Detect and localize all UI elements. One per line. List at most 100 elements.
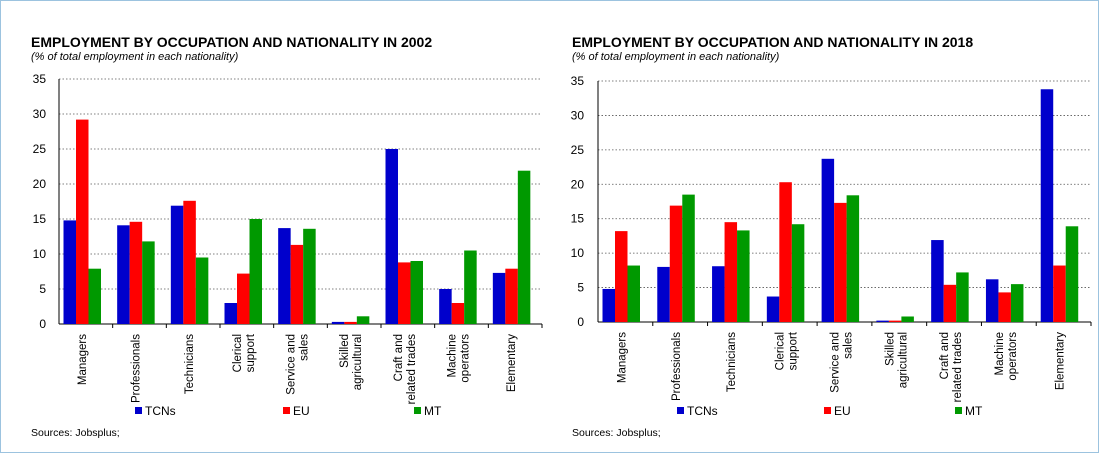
legend-label-eu: EU [293, 404, 310, 418]
y-tick-label: 15 [33, 212, 47, 226]
bar-mt-machine-operators [1010, 284, 1024, 322]
bar-eu-technicians [183, 200, 196, 324]
bar-mt-elementary [1065, 226, 1079, 322]
legend-swatch-eu [283, 407, 290, 414]
bar-mt-skilled-agricultural [901, 316, 914, 322]
y-tick-label: 0 [39, 317, 46, 331]
bar-eu-elementary [1053, 265, 1066, 322]
bar-eu-skilled-agricultural [888, 320, 902, 322]
bar-eu-service-and-sales [290, 244, 304, 324]
x-tick-label: Clericalsupport [775, 331, 800, 370]
bar-eu-professionals [669, 205, 683, 322]
bar-tcns-skilled-agricultural [331, 321, 345, 324]
bar-mt-managers [88, 268, 101, 324]
bar-tcns-service-and-sales [821, 158, 835, 322]
bar-eu-clerical-support [779, 182, 792, 322]
bar-chart-2002: 0 5 10 15 20 25 30 35 Managers Professionals Techn… [33, 72, 543, 418]
bar-mt-machine-operators [464, 250, 477, 324]
bar-eu-managers [615, 231, 628, 322]
bar-tcns-craft-and-related-trades [931, 240, 944, 322]
bar-tcns-professionals [657, 266, 670, 322]
chart-panel-2002: EMPLOYMENT BY OCCUPATION AND NATIONALITY… [1, 1, 550, 452]
x-tick-label: Skilledagricultural [884, 332, 909, 388]
bar-mt-service-and-sales [303, 228, 316, 324]
legend-label-tcns: TCNs [145, 404, 176, 418]
x-tick-label: Technicians [726, 332, 738, 392]
y-tick-label: 35 [571, 74, 585, 88]
chart-panel-2018: EMPLOYMENT BY OCCUPATION AND NATIONALITY… [550, 1, 1099, 452]
bar-mt-professionals [142, 241, 155, 324]
bar-tcns-managers [602, 288, 615, 322]
x-tick-label: Professionals [131, 334, 143, 403]
x-tick-label: Service andsales [830, 332, 855, 393]
legend-swatch-mt [955, 407, 962, 414]
bar-eu-managers [76, 119, 89, 324]
y-tick-label: 25 [33, 142, 47, 156]
legend-label-mt: MT [965, 404, 983, 418]
bar-mt-clerical-support [791, 224, 805, 322]
y-tick-label: 35 [33, 72, 47, 86]
bar-tcns-craft-and-related-trades [385, 149, 398, 324]
y-tick-label: 0 [577, 315, 584, 329]
x-tick-label: Managers [77, 334, 89, 385]
y-tick-label: 10 [33, 247, 47, 261]
bar-tcns-machine-operators [985, 279, 999, 322]
bar-eu-professionals [129, 221, 143, 324]
x-tick-label: Machineoperators [447, 334, 472, 383]
chart-subtitle: (% of total employment in each nationali… [31, 51, 239, 63]
bar-eu-clerical-support [237, 273, 250, 324]
y-tick-label: 15 [571, 212, 585, 226]
x-tick-label: Machineoperators [994, 332, 1019, 381]
x-tick-label: Elementary [506, 334, 518, 392]
x-tick-label: Service andsales [286, 334, 311, 395]
legend-label-tcns: TCNs [687, 404, 718, 418]
legend-swatch-tcns [135, 407, 142, 414]
bar-mt-clerical-support [249, 219, 262, 324]
x-tick-label: Craft andrelated trades [939, 332, 964, 403]
legend-label-mt: MT [424, 404, 442, 418]
bar-tcns-technicians [170, 205, 184, 324]
bar-tcns-professionals [117, 225, 130, 324]
bar-tcns-clerical-support [224, 303, 237, 324]
x-tick-label: Clericalsupport [232, 333, 257, 372]
bar-mt-service-and-sales [846, 195, 860, 322]
bar-eu-machine-operators [451, 303, 465, 324]
bar-tcns-technicians [712, 266, 725, 322]
bar-tcns-machine-operators [439, 289, 452, 324]
chart-subtitle: (% of total employment in each nationali… [572, 51, 780, 63]
bar-mt-craft-and-related-trades [956, 272, 969, 322]
bar-mt-technicians [195, 257, 209, 324]
legend-swatch-mt [414, 407, 421, 414]
bar-tcns-elementary [1040, 89, 1054, 323]
y-tick-label: 10 [571, 246, 585, 260]
bar-eu-craft-and-related-trades [398, 262, 411, 324]
x-tick-label: Managers [616, 332, 628, 383]
x-tick-label: Skilledagricultural [339, 334, 364, 390]
bar-tcns-service-and-sales [278, 228, 291, 324]
bar-tcns-clerical-support [766, 296, 780, 322]
y-tick-label: 5 [577, 281, 584, 295]
y-tick-label: 25 [571, 143, 585, 157]
chart-title: EMPLOYMENT BY OCCUPATION AND NATIONALITY… [31, 34, 433, 50]
bar-mt-professionals [682, 194, 695, 322]
bar-eu-service-and-sales [834, 202, 847, 322]
bar-mt-managers [627, 265, 640, 322]
legend-swatch-tcns [677, 407, 684, 414]
x-tick-label: Craft andrelated trades [393, 334, 418, 405]
y-tick-label: 20 [571, 177, 585, 191]
legend-label-eu: EU [834, 404, 851, 418]
bar-mt-skilled-agricultural [356, 316, 370, 324]
bar-eu-technicians [724, 222, 738, 322]
bar-eu-craft-and-related-trades [943, 284, 957, 322]
bar-mt-craft-and-related-trades [410, 261, 423, 324]
bar-chart-2018: 0 5 10 15 20 25 30 35 Managers Professionals Techn… [571, 74, 1092, 418]
x-tick-label: Professionals [671, 332, 683, 401]
bar-eu-machine-operators [998, 292, 1011, 322]
bar-eu-elementary [505, 268, 518, 324]
legend-swatch-eu [824, 407, 831, 414]
y-tick-label: 30 [33, 107, 47, 121]
y-tick-label: 5 [39, 282, 46, 296]
bar-tcns-managers [63, 220, 76, 324]
bar-eu-skilled-agricultural [344, 321, 357, 324]
